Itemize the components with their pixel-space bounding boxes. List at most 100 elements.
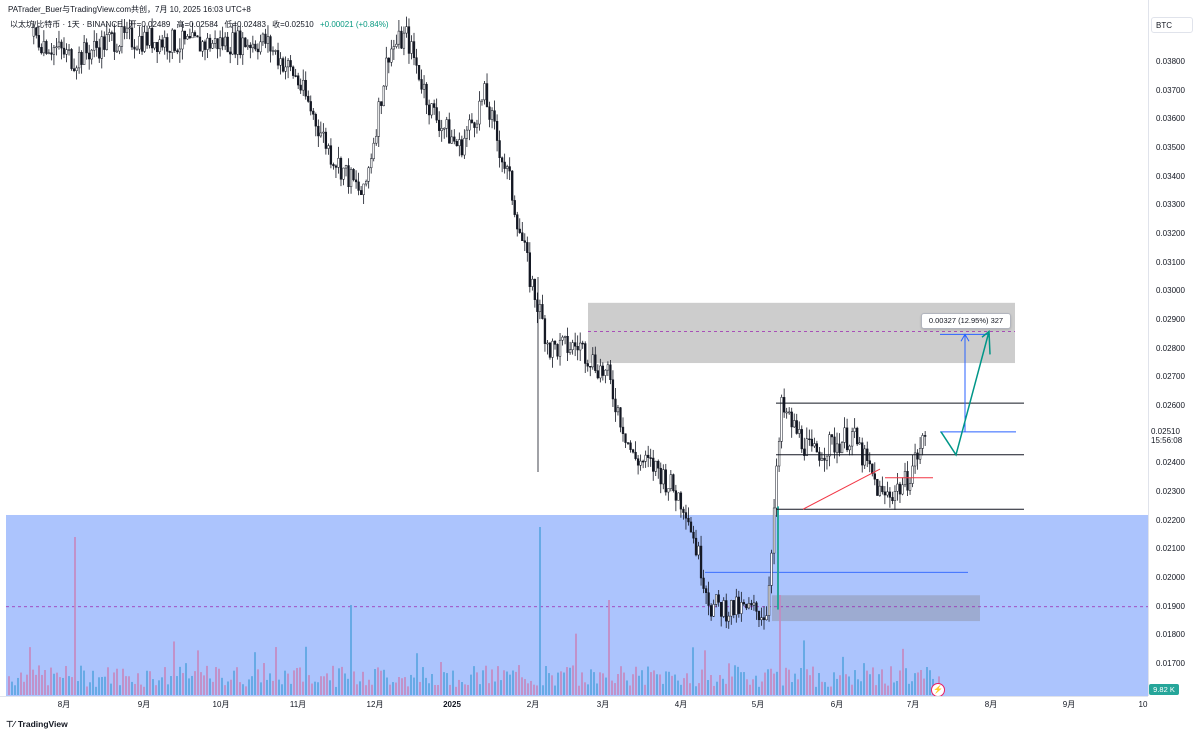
candle-body bbox=[468, 119, 471, 131]
currency-tag[interactable]: BTC bbox=[1151, 17, 1193, 33]
candle-body bbox=[795, 420, 798, 434]
symbol-name[interactable]: 以太坊/比特币 · 1天 · BINANCE bbox=[10, 20, 123, 29]
candle-body bbox=[561, 336, 564, 341]
candle-body bbox=[732, 600, 735, 616]
candle-body bbox=[722, 600, 725, 617]
candle-body bbox=[591, 354, 594, 368]
candle-body bbox=[349, 169, 353, 187]
volume-bar bbox=[674, 674, 676, 695]
candle-body bbox=[173, 29, 176, 51]
tv-logo-icon: ⊤⁄ bbox=[6, 719, 15, 729]
candle-body bbox=[818, 451, 821, 461]
volume-bar bbox=[758, 686, 760, 695]
candle-body bbox=[516, 214, 519, 230]
volume-bar bbox=[188, 678, 190, 695]
volume-bar bbox=[578, 685, 580, 695]
candle-body bbox=[286, 60, 290, 68]
volume-bar bbox=[848, 676, 850, 695]
candle-body bbox=[334, 165, 338, 168]
ohlc-close: 收=0.02510 bbox=[272, 20, 314, 29]
volume-bar bbox=[659, 674, 661, 695]
candle-body bbox=[891, 497, 894, 502]
candle-body bbox=[412, 41, 416, 58]
candle-body bbox=[143, 31, 146, 52]
candle-body bbox=[921, 435, 924, 449]
chart-canvas[interactable] bbox=[0, 0, 1148, 696]
candle-body bbox=[392, 46, 396, 50]
candle-body bbox=[596, 370, 599, 379]
volume-bar bbox=[368, 679, 370, 695]
volume-bar bbox=[221, 677, 223, 695]
candle-body bbox=[511, 170, 514, 201]
projection-arrowhead bbox=[981, 329, 991, 355]
candle-body bbox=[707, 592, 710, 606]
volume-bar bbox=[785, 667, 787, 695]
candle-body bbox=[745, 603, 748, 609]
tradingview-logo[interactable]: ⊤⁄ TradingView bbox=[6, 718, 68, 730]
volume-bar bbox=[860, 681, 862, 695]
candle-body bbox=[231, 32, 234, 55]
candle-body bbox=[677, 492, 680, 501]
volume-bar bbox=[731, 676, 733, 695]
volume-bar bbox=[122, 668, 124, 695]
candle-body bbox=[876, 478, 879, 496]
candle-body bbox=[473, 122, 476, 128]
candle-body bbox=[460, 139, 463, 156]
projection-path[interactable] bbox=[940, 331, 990, 457]
candle-body bbox=[98, 47, 101, 59]
volume-bar bbox=[404, 677, 406, 695]
candle-body bbox=[329, 145, 333, 165]
price-axis[interactable] bbox=[1148, 0, 1200, 696]
volume-bar bbox=[137, 673, 139, 695]
candle-body bbox=[657, 460, 660, 469]
volume-bar bbox=[23, 681, 25, 695]
candle-body bbox=[130, 27, 134, 48]
candle-body bbox=[805, 438, 808, 456]
consolidation-zone[interactable] bbox=[772, 595, 980, 622]
volume-bar bbox=[734, 665, 736, 695]
red-trendline[interactable] bbox=[802, 468, 881, 510]
candle-body bbox=[772, 507, 776, 554]
candlestick-chart[interactable] bbox=[0, 0, 1148, 696]
candle-body bbox=[362, 183, 365, 195]
time-axis[interactable] bbox=[0, 696, 1148, 715]
volume-badge: 9.82 K bbox=[1149, 684, 1179, 695]
candle-body bbox=[750, 603, 753, 606]
candle-body bbox=[390, 48, 393, 63]
candle-body bbox=[521, 232, 524, 241]
volume-bar bbox=[305, 646, 307, 695]
candle-body bbox=[385, 57, 388, 87]
candle-body bbox=[256, 48, 260, 53]
candle-body bbox=[319, 132, 322, 137]
volume-bar bbox=[128, 676, 130, 695]
volume-bar bbox=[344, 673, 346, 695]
volume-bar bbox=[845, 674, 847, 695]
candle-body bbox=[697, 545, 700, 556]
volume-bar bbox=[560, 671, 562, 695]
candle-body bbox=[332, 164, 335, 167]
candle-body bbox=[601, 365, 605, 376]
ohlc-low: 低=0.02483 bbox=[224, 20, 266, 29]
supply-zone[interactable] bbox=[588, 302, 1015, 364]
candle-body bbox=[853, 427, 856, 432]
lightning-icon[interactable]: ⚡ bbox=[931, 683, 945, 697]
candle-body bbox=[269, 36, 272, 52]
candle-body bbox=[261, 33, 265, 43]
volume-bar bbox=[431, 674, 433, 695]
volume-bar bbox=[191, 675, 193, 695]
candle-body bbox=[181, 30, 184, 50]
volume-bar bbox=[776, 671, 778, 695]
candle-body bbox=[75, 67, 78, 71]
candle-body bbox=[546, 342, 549, 345]
candle-body bbox=[264, 33, 267, 44]
candle-body bbox=[312, 110, 315, 115]
volume-bar bbox=[875, 685, 877, 695]
volume-bar bbox=[491, 669, 493, 695]
measure-tool-label[interactable]: 0.00327 (12.95%) 327 bbox=[921, 313, 1011, 329]
candle-body bbox=[571, 342, 574, 350]
symbol-legend[interactable]: 以太坊/比特币 · 1天 · BINANCE 开=0.02489 高=0.025… bbox=[10, 20, 393, 30]
volume-bar bbox=[587, 684, 589, 695]
volume-bar bbox=[554, 685, 556, 695]
volume-bar bbox=[290, 683, 292, 695]
candle-body bbox=[213, 38, 217, 44]
